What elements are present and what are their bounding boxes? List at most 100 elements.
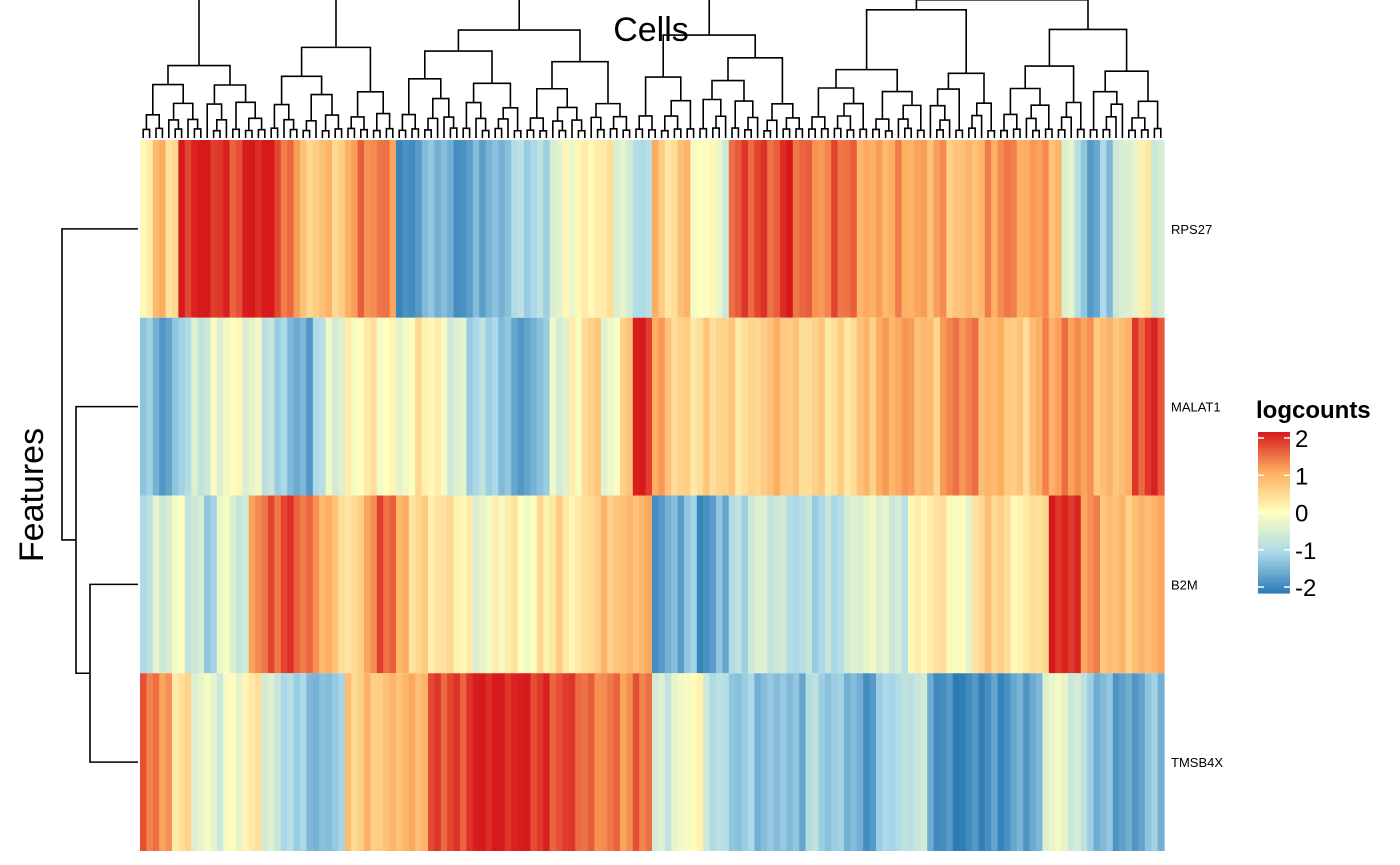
heatmap-cell: [1138, 317, 1146, 496]
heatmap-cell: [389, 317, 397, 496]
heatmap-cell: [876, 317, 883, 496]
heatmap-cell: [997, 495, 1005, 674]
heatmap-cell: [684, 673, 691, 851]
heatmap-cell: [632, 673, 640, 851]
heatmap-cell: [1144, 495, 1152, 674]
heatmap-cell: [1004, 673, 1011, 851]
heatmap-cell: [421, 140, 429, 318]
heatmap-cell: [197, 495, 205, 674]
heatmap-cell: [524, 495, 531, 674]
heatmap-cell: [1048, 673, 1056, 851]
dendrogram-branch: [577, 129, 586, 138]
heatmap-cell: [562, 140, 570, 318]
heatmap-cell: [1093, 140, 1101, 318]
dendrogram-branch: [407, 77, 442, 115]
heatmap-cell: [984, 317, 992, 496]
heatmap-cell: [1125, 140, 1133, 318]
heatmap-cell: [1125, 495, 1133, 674]
dendrogram-branch: [359, 128, 369, 138]
heatmap-cell: [1080, 140, 1088, 318]
legend-tick-label: 0: [1295, 501, 1308, 528]
legend-title: logcounts: [1256, 397, 1371, 424]
heatmap-cell: [280, 317, 288, 496]
dendrogram-branch: [1104, 70, 1149, 102]
dendrogram-branch: [152, 83, 184, 115]
legend-swatch: [1258, 515, 1290, 519]
heatmap-cell: [280, 140, 288, 318]
heatmap-cell: [287, 673, 295, 851]
heatmap-cell: [223, 140, 231, 318]
heatmap-cell: [818, 673, 826, 851]
heatmap-cell: [703, 673, 711, 851]
heatmap-cell: [389, 140, 397, 318]
heatmap-cell: [722, 140, 730, 318]
dendrogram-branch: [273, 103, 290, 129]
heatmap-cell: [984, 673, 992, 851]
legend-swatch: [1258, 477, 1290, 481]
heatmap-cell: [812, 495, 819, 674]
heatmap-cell: [204, 495, 211, 674]
heatmap-cell: [1036, 495, 1043, 674]
heatmap-cell: [767, 317, 775, 496]
heatmap-cell: [556, 673, 563, 851]
heatmap-cell: [1125, 673, 1133, 851]
heatmap-cell: [850, 495, 858, 674]
heatmap-cell: [402, 140, 410, 318]
heatmap-cell: [140, 495, 147, 674]
heatmap-cell: [1016, 317, 1024, 496]
heatmap-cell: [274, 140, 282, 318]
dendrogram-branch: [1003, 113, 1018, 131]
dendrogram-branch: [1025, 117, 1037, 138]
heatmap-cell: [498, 140, 506, 318]
heatmap-cell: [376, 673, 384, 851]
heatmap-cell: [396, 495, 403, 674]
heatmap-cell: [440, 495, 448, 674]
heatmap-cell: [901, 317, 909, 496]
column-dendrogram: [142, 0, 1162, 138]
heatmap-cell: [312, 140, 320, 318]
legend-swatch: [1258, 499, 1290, 503]
heatmap-cell: [716, 140, 723, 318]
heatmap-cell: [306, 317, 314, 496]
dendrogram-branch: [596, 128, 605, 138]
heatmap-cell: [927, 495, 935, 674]
heatmap-cell: [952, 140, 960, 318]
heatmap-cell: [1087, 495, 1095, 674]
heatmap-cell: [754, 317, 762, 496]
dendrogram-branch: [155, 127, 164, 138]
heatmap-cell: [613, 673, 621, 851]
dendrogram-branch: [89, 583, 138, 763]
dendrogram-branch: [967, 127, 977, 138]
dendrogram-branch: [955, 129, 964, 138]
dendrogram-branch: [423, 129, 433, 138]
heatmap-cell: [856, 673, 864, 851]
heatmap-cell: [1074, 673, 1082, 851]
dendrogram-branch: [212, 129, 221, 138]
heatmap-cell: [748, 317, 755, 496]
heatmap-cell: [1048, 495, 1056, 674]
heatmap-cell: [351, 495, 359, 674]
heatmap-cell: [639, 673, 647, 851]
heatmap-cell: [895, 673, 903, 851]
heatmap-cell: [159, 140, 167, 318]
heatmap-cell: [325, 673, 333, 851]
heatmap-cell: [319, 495, 327, 674]
heatmap-cell: [498, 673, 506, 851]
heatmap-cell: [479, 673, 487, 851]
heatmap-cell: [645, 495, 653, 674]
heatmap-cell: [485, 317, 493, 496]
heatmap-cell: [780, 673, 787, 851]
chart-title: Cells: [613, 11, 689, 49]
heatmap-cell: [146, 673, 154, 851]
heatmap-cell: [543, 495, 551, 674]
legend-swatch: [1258, 539, 1290, 543]
legend-swatch: [1258, 576, 1290, 581]
heatmap-cell: [1119, 140, 1127, 318]
dendrogram-branch: [936, 88, 961, 131]
dendrogram-branch: [347, 127, 356, 138]
heatmap-cell: [844, 495, 851, 674]
heatmap-cell: [1132, 140, 1139, 318]
legend-swatch: [1258, 445, 1290, 449]
dendrogram-branch: [846, 129, 855, 138]
heatmap-cell: [383, 140, 391, 318]
